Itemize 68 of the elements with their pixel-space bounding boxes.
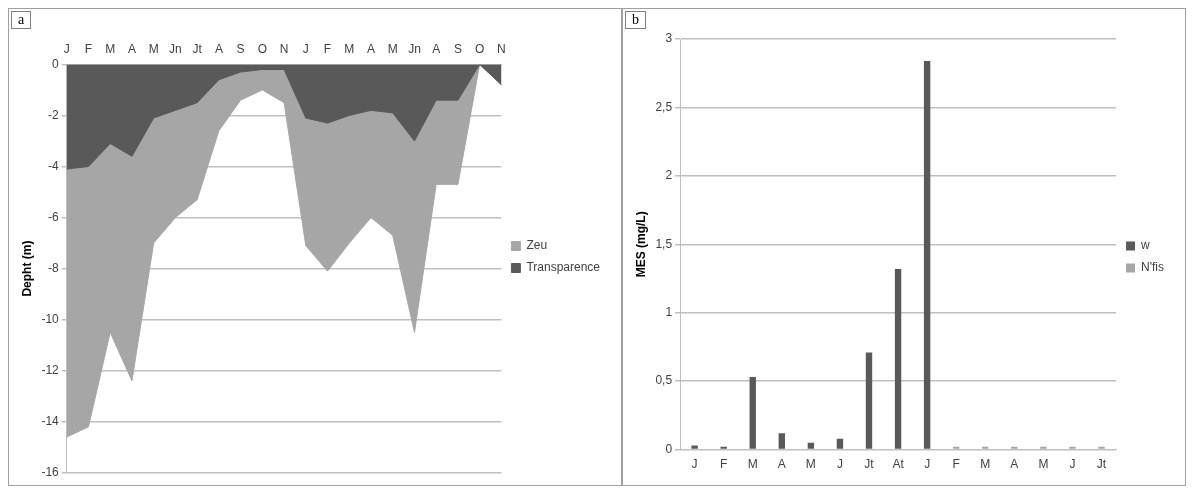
x-tick-label: Jn (408, 41, 421, 56)
x-tick-label: At (892, 457, 905, 472)
x-tick-label: M (805, 457, 816, 472)
y-tick-label: 2,5 (655, 99, 673, 114)
x-tick-label: N (279, 41, 289, 56)
y-tick-label: -14 (41, 414, 60, 429)
bar (865, 352, 873, 449)
x-tick-label: M (980, 457, 991, 472)
legend-label: Transparence (526, 260, 601, 275)
y-tick-label: 3 (665, 31, 673, 46)
y-tick-label: -4 (48, 158, 60, 173)
x-tick-label: Jt (864, 457, 875, 472)
x-tick-label: Jt (1096, 457, 1107, 472)
text: a (11, 11, 32, 29)
bar (894, 268, 902, 449)
y-tick-label: -10 (41, 311, 60, 326)
x-tick-label: A (1010, 457, 1019, 472)
x-tick-label: O (475, 41, 485, 56)
x-tick-label: J (691, 457, 698, 472)
x-tick-label: F (84, 41, 93, 56)
y-tick-label: -12 (41, 363, 60, 378)
bar (836, 438, 844, 449)
x-tick-label: A (127, 41, 136, 56)
x-tick-label: F (720, 457, 728, 472)
x-tick-label: A (367, 41, 376, 56)
y-tick-label: 1,5 (655, 236, 673, 251)
y-tick-label: -16 (41, 465, 60, 480)
x-tick-label: M (387, 41, 398, 56)
bar (691, 445, 698, 449)
x-tick-label: A (777, 457, 786, 472)
y-tick-label: -8 (48, 260, 60, 275)
x-tick-label: Jt (192, 41, 203, 56)
bar (807, 442, 815, 449)
y-tick-label: 2 (665, 168, 673, 183)
x-tick-label: S (236, 41, 245, 56)
legend-label: Zeu (526, 238, 548, 253)
x-tick-label: F (952, 457, 960, 472)
x-tick-label: Jn (169, 41, 182, 56)
y-tick-label: 0 (52, 56, 60, 71)
bar (749, 377, 756, 449)
y-tick-label: 1 (665, 305, 673, 320)
text: b (625, 11, 646, 29)
y-axis-title: Depht (m) (19, 240, 34, 297)
x-tick-label: S (453, 41, 462, 56)
legend-label: N'fis (1141, 260, 1165, 275)
x-tick-label: M (105, 41, 116, 56)
x-tick-label: J (302, 41, 309, 56)
x-tick-label: J (924, 457, 931, 472)
bar (778, 433, 785, 449)
bar (923, 60, 931, 449)
x-tick-label: O (257, 41, 268, 56)
y-tick-label: -2 (48, 107, 60, 122)
x-tick-label: M (747, 457, 758, 472)
x-tick-label: F (323, 41, 332, 56)
y-axis-title: MES (mg/L) (633, 211, 648, 278)
legend-label: w (1140, 238, 1151, 253)
x-tick-label: M (344, 41, 355, 56)
x-tick-label: M (1038, 457, 1049, 472)
x-tick-label: M (148, 41, 159, 56)
x-tick-label: J (836, 457, 843, 472)
y-tick-label: 0 (665, 441, 673, 456)
y-tick-label: -6 (48, 209, 60, 224)
x-tick-label: N (497, 41, 506, 56)
x-tick-label: A (432, 41, 441, 56)
x-tick-label: A (214, 41, 223, 56)
x-tick-label: J (1069, 457, 1076, 472)
x-tick-label: J (63, 41, 70, 56)
y-tick-label: 0,5 (655, 373, 673, 388)
